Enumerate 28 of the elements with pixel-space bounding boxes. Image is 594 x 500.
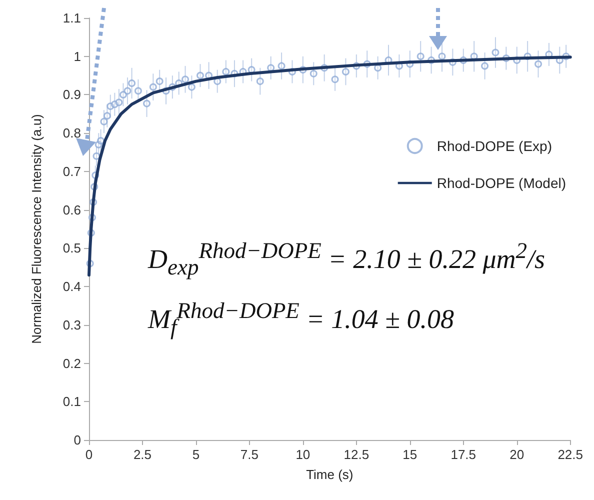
annotation: D$_{exp}$$^{Rhod−DOPE}$ = 2.10 ± 0.22 μm$^{2}$/s xyxy=(148,238,546,280)
x-tick-label: 12.5 xyxy=(344,447,370,462)
x-tick-label: 15 xyxy=(402,447,418,462)
y-tick-label: 0 xyxy=(74,432,81,448)
annotation: M$_{f}$$^{Rhod−DOPE}$ = 1.04 ± 0.08 xyxy=(148,298,454,340)
x-tick-label: 17.5 xyxy=(450,447,476,462)
y-tick-label: 0.1 xyxy=(62,394,81,410)
x-tick-label: 7.5 xyxy=(240,447,258,462)
x-tick-label: 2.5 xyxy=(133,447,152,462)
y-tick-label: 1 xyxy=(74,48,81,64)
y-tick-label: 0.4 xyxy=(62,279,81,294)
x-tick-label: 5 xyxy=(192,447,200,462)
x-tick-label: 0 xyxy=(85,447,93,462)
y-tick-label: 0.2 xyxy=(62,356,81,371)
y-tick-label: 1.1 xyxy=(62,10,81,26)
y-tick-label: 0.6 xyxy=(62,202,81,218)
x-tick-label: 22.5 xyxy=(558,447,584,462)
y-tick-label: 0.3 xyxy=(62,317,81,332)
x-tick-label: 20 xyxy=(510,447,524,462)
legend-label: Rhod-DOPE (Model) xyxy=(436,175,566,191)
y-axis-title: Normalized Fluorescence Intensity (a.u) xyxy=(29,114,44,344)
x-axis-title: Time (s) xyxy=(306,467,354,482)
legend-label: Rhod-DOPE (Exp) xyxy=(436,138,552,154)
y-tick-label: 0.7 xyxy=(62,164,81,179)
y-tick-label: 0.8 xyxy=(62,126,81,141)
x-tick-label: 10 xyxy=(296,447,310,462)
y-tick-label: 0.5 xyxy=(62,240,81,256)
y-tick-label: 0.9 xyxy=(62,87,81,102)
